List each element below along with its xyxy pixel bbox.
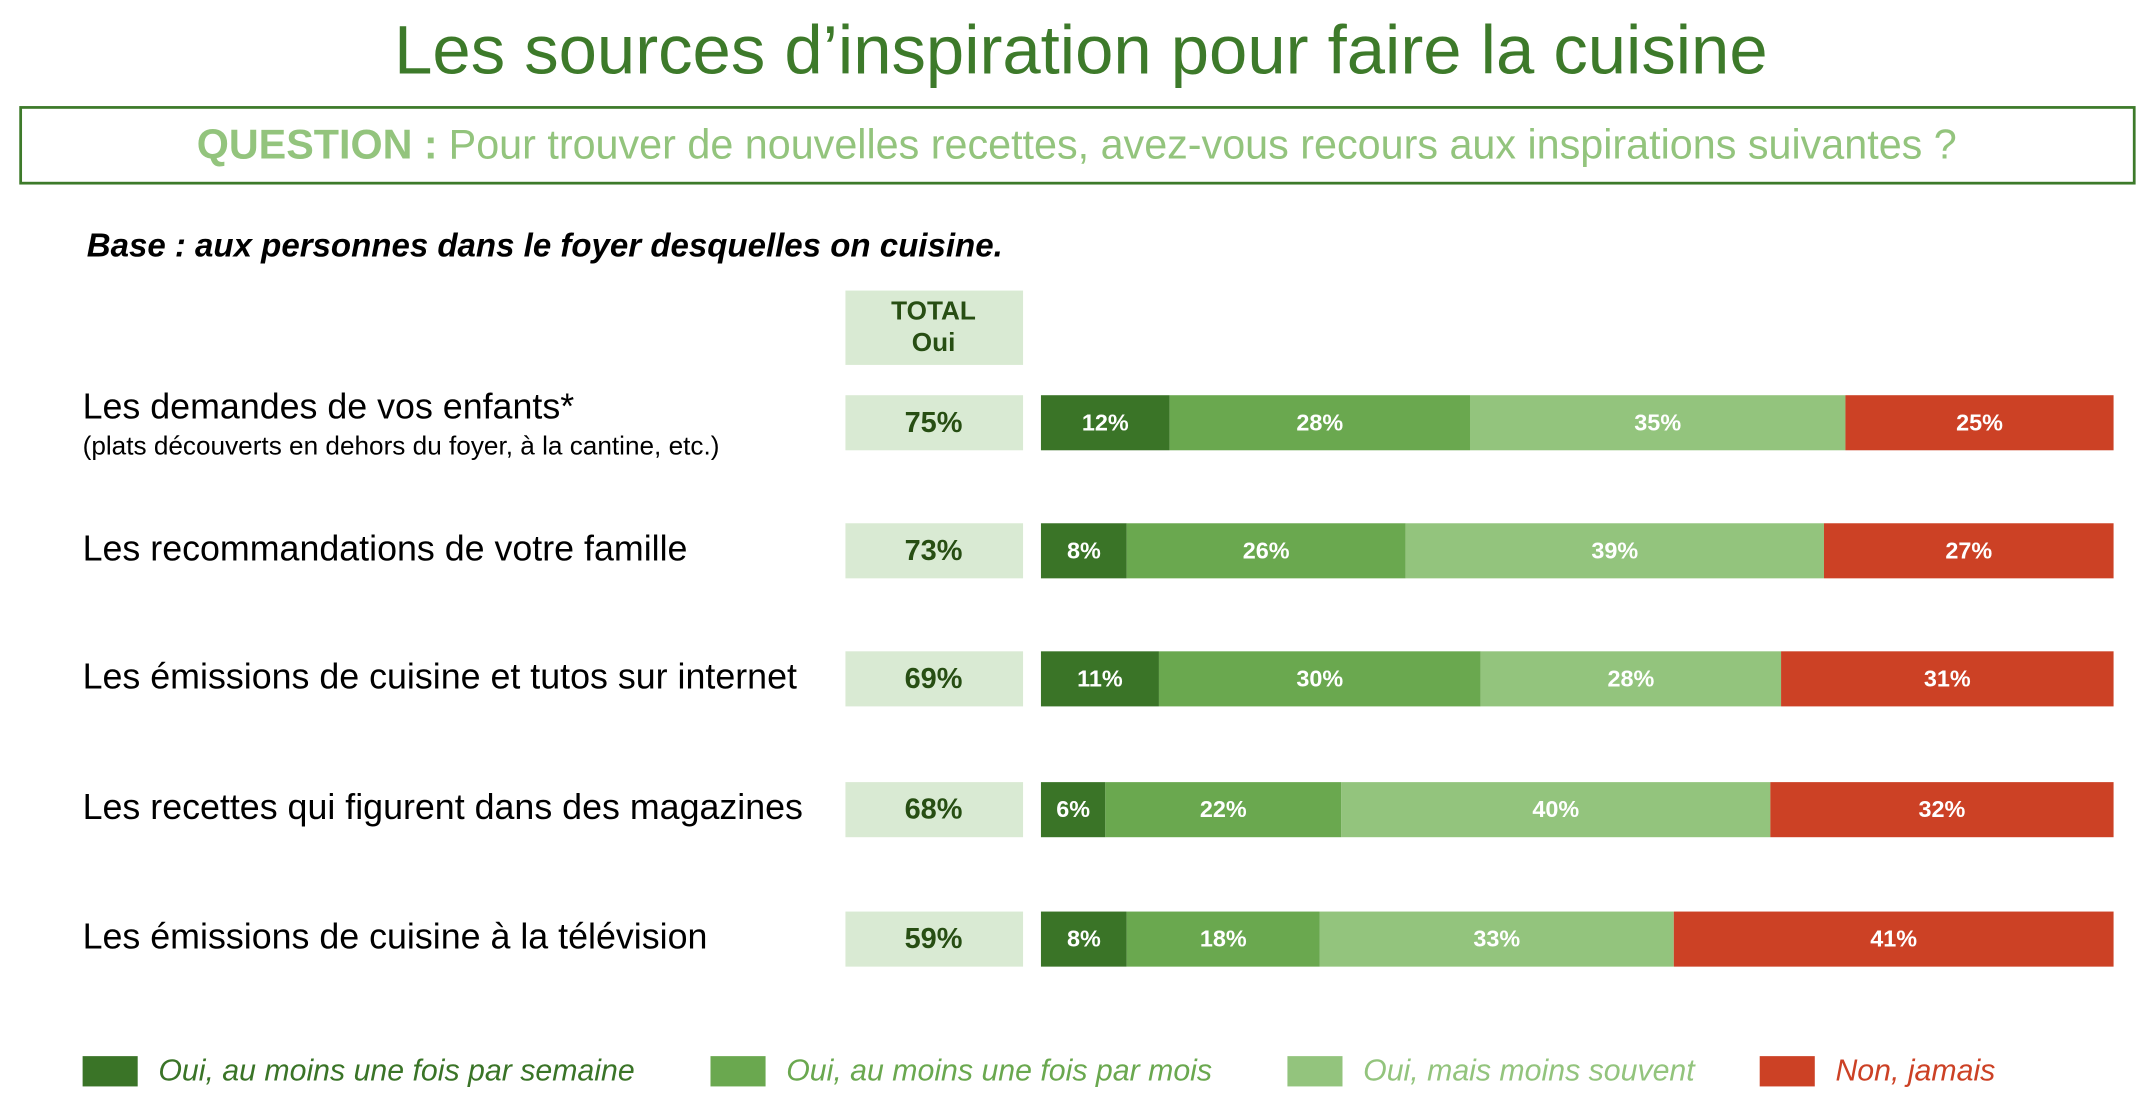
value-label: 18% bbox=[1200, 926, 1247, 952]
category-label: Les recommandations de votre famille bbox=[83, 528, 688, 568]
bar-segment bbox=[1470, 395, 1846, 451]
total-label: 68% bbox=[905, 794, 963, 826]
legend-label: Oui, au moins une fois par mois bbox=[786, 1055, 1212, 1088]
total-box bbox=[845, 523, 1024, 579]
total-box bbox=[845, 395, 1024, 451]
bar-segment bbox=[1673, 911, 2114, 967]
total-label: 75% bbox=[905, 407, 963, 439]
total-label: 73% bbox=[905, 535, 963, 567]
bar-segment bbox=[1823, 523, 2114, 579]
value-label: 28% bbox=[1607, 665, 1654, 691]
bar-segment bbox=[1126, 911, 1320, 967]
value-label: 35% bbox=[1634, 409, 1681, 435]
bar-segment bbox=[1480, 651, 1782, 707]
question: QUESTION : Pour trouver de nouvelles rece… bbox=[197, 121, 1957, 167]
value-label: 30% bbox=[1296, 665, 1343, 691]
total-box bbox=[845, 782, 1024, 838]
value-label: 12% bbox=[1082, 409, 1129, 435]
bar-segment bbox=[1770, 782, 2114, 838]
value-label: 41% bbox=[1870, 926, 1917, 952]
question-text: Pour trouver de nouvelles recettes, avez… bbox=[449, 121, 1957, 167]
question-label: QUESTION : bbox=[197, 121, 438, 167]
legend-swatch bbox=[82, 1056, 138, 1087]
legend-label: Oui, mais moins souvent bbox=[1363, 1055, 1696, 1088]
total-box bbox=[845, 911, 1024, 967]
bar-segment bbox=[1040, 395, 1170, 451]
bar-segment bbox=[1040, 651, 1159, 707]
bar-segment bbox=[1040, 782, 1106, 838]
total-box bbox=[845, 651, 1024, 707]
value-label: 31% bbox=[1924, 665, 1971, 691]
chart-title: Les sources d’inspiration pour faire la … bbox=[394, 11, 1767, 88]
value-label: 25% bbox=[1956, 409, 2003, 435]
value-label: 28% bbox=[1296, 409, 1343, 435]
bar-segment bbox=[1040, 523, 1127, 579]
bar-segment bbox=[1126, 523, 1406, 579]
bar-segment bbox=[1405, 523, 1824, 579]
value-label: 8% bbox=[1067, 926, 1101, 952]
total-label: 69% bbox=[905, 663, 963, 695]
total-header-box bbox=[845, 290, 1024, 365]
category-label: Les demandes de vos enfants* bbox=[83, 386, 575, 426]
value-label: 32% bbox=[1919, 796, 1966, 822]
value-label: 6% bbox=[1056, 796, 1090, 822]
category-label: Les recettes qui figurent dans des magaz… bbox=[83, 787, 803, 827]
category-label: Les émissions de cuisine et tutos sur in… bbox=[83, 656, 797, 696]
bar-segment bbox=[1040, 911, 1127, 967]
total-header: Oui bbox=[912, 327, 956, 357]
total-label: 59% bbox=[905, 923, 963, 955]
question-box bbox=[19, 106, 2136, 185]
value-label: 8% bbox=[1067, 537, 1101, 563]
total-header: TOTAL bbox=[891, 296, 976, 326]
bar-segment bbox=[1105, 782, 1342, 838]
bar-segment bbox=[1781, 651, 2114, 707]
base-note: Base : aux personnes dans le foyer desqu… bbox=[87, 228, 1003, 265]
value-label: 33% bbox=[1473, 926, 1520, 952]
category-label: Les émissions de cuisine à la télévision bbox=[83, 917, 708, 957]
legend-label: Oui, au moins une fois par semaine bbox=[158, 1055, 634, 1088]
legend-label: Non, jamais bbox=[1835, 1055, 1995, 1088]
bar-segment bbox=[1169, 395, 1471, 451]
value-label: 11% bbox=[1077, 665, 1123, 691]
value-label: 22% bbox=[1200, 796, 1247, 822]
value-label: 39% bbox=[1591, 537, 1638, 563]
legend-swatch bbox=[1287, 1056, 1343, 1087]
bar-segment bbox=[1158, 651, 1481, 707]
value-label: 40% bbox=[1532, 796, 1579, 822]
bar-segment bbox=[1319, 911, 1674, 967]
category-note: (plats découverts en dehors du foyer, à … bbox=[83, 430, 720, 460]
legend-swatch bbox=[710, 1056, 766, 1087]
value-label: 26% bbox=[1243, 537, 1290, 563]
value-label: 27% bbox=[1945, 537, 1992, 563]
bar-segment bbox=[1845, 395, 2114, 451]
bar-segment bbox=[1341, 782, 1771, 838]
legend-swatch bbox=[1759, 1056, 1815, 1087]
